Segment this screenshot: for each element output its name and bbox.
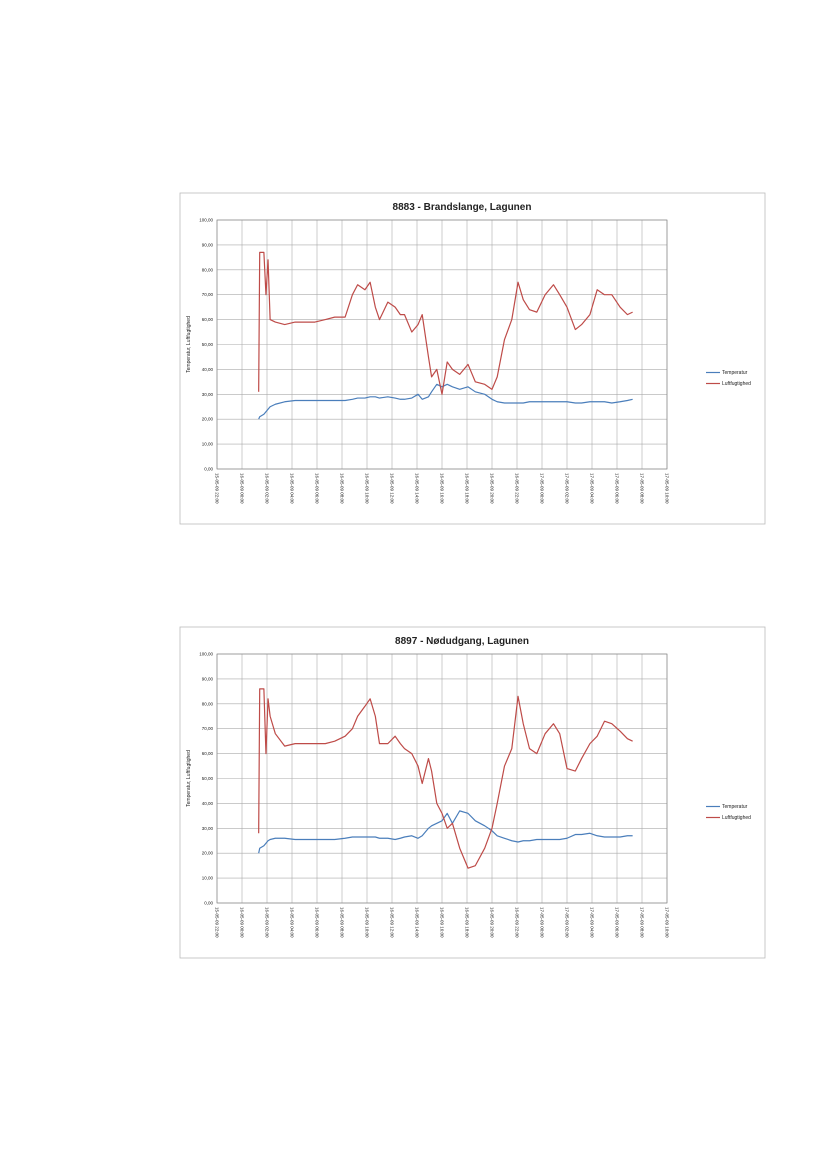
- x-tick-label: 17-05-09 06:00: [615, 907, 620, 938]
- data-line: [258, 688, 633, 869]
- plot-border: [216, 219, 668, 470]
- x-tick-label: 16-05-09 20:00: [490, 473, 495, 504]
- y-tick-label: 10,00: [202, 442, 214, 447]
- y-tick-label: 50,00: [202, 776, 214, 781]
- y-tick-label: 30,00: [202, 392, 214, 397]
- legend-label: Temperatur: [722, 370, 748, 376]
- x-tick-label: 16-05-09 04:00: [290, 907, 295, 938]
- y-tick-label: 30,00: [202, 826, 214, 831]
- x-tick-label: 16-05-09 10:00: [365, 473, 370, 504]
- plot-border: [216, 653, 668, 904]
- x-tick-label: 16-05-09 06:00: [315, 473, 320, 504]
- chart-title: 8897 - Nødudgang, Lagunen: [395, 636, 529, 647]
- x-tick-label: 17-05-09 00:00: [540, 907, 545, 938]
- x-tick-label: 17-05-09 08:00: [640, 907, 645, 938]
- x-tick-label: 16-05-09 10:00: [365, 907, 370, 938]
- x-tick-label: 17-05-09 10:00: [665, 907, 670, 938]
- y-tick-label: 40,00: [202, 367, 214, 372]
- x-tick-label: 16-05-09 18:00: [465, 473, 470, 504]
- y-tick-label: 100,00: [199, 218, 213, 223]
- x-tick-label: 16-05-09 12:00: [390, 473, 395, 504]
- y-tick-label: 0,00: [204, 901, 213, 906]
- x-tick-label: 15-05-09 22:00: [215, 473, 220, 504]
- legend-label: Luftfugtighed: [722, 815, 751, 821]
- x-tick-label: 16-05-09 16:00: [440, 473, 445, 504]
- y-axis-label: Temperatur, Luftfugtighed: [186, 750, 192, 807]
- x-tick-label: 16-05-09 22:00: [515, 907, 520, 938]
- y-tick-label: 50,00: [202, 342, 214, 347]
- y-tick-label: 90,00: [202, 676, 214, 681]
- x-tick-label: 16-05-09 06:00: [315, 907, 320, 938]
- y-tick-label: 100,00: [199, 652, 213, 657]
- x-tick-label: 17-05-09 02:00: [565, 907, 570, 938]
- x-tick-label: 16-05-09 04:00: [290, 473, 295, 504]
- x-tick-label: 16-05-09 18:00: [465, 907, 470, 938]
- x-tick-label: 16-05-09 20:00: [490, 907, 495, 938]
- legend-label: Luftfugtighed: [722, 381, 751, 387]
- y-tick-label: 0,00: [204, 467, 213, 472]
- y-tick-label: 10,00: [202, 876, 214, 881]
- data-line: [258, 383, 633, 420]
- x-tick-label: 16-05-09 08:00: [340, 907, 345, 938]
- x-tick-label: 17-05-09 02:00: [565, 473, 570, 504]
- y-tick-label: 20,00: [202, 851, 214, 856]
- y-tick-label: 80,00: [202, 701, 214, 706]
- y-tick-label: 20,00: [202, 417, 214, 422]
- chart-title: 8883 - Brandslange, Lagunen: [393, 202, 532, 213]
- x-tick-label: 17-05-09 00:00: [540, 473, 545, 504]
- x-tick-label: 17-05-09 04:00: [590, 907, 595, 938]
- y-tick-label: 60,00: [202, 751, 214, 756]
- x-tick-label: 17-05-09 08:00: [640, 473, 645, 504]
- y-tick-label: 70,00: [202, 292, 214, 297]
- x-tick-label: 17-05-09 04:00: [590, 473, 595, 504]
- y-tick-label: 90,00: [202, 242, 214, 247]
- x-tick-label: 16-05-09 00:00: [240, 473, 245, 504]
- data-line: [258, 251, 633, 395]
- y-tick-label: 60,00: [202, 317, 214, 322]
- x-tick-label: 15-05-09 22:00: [215, 907, 220, 938]
- x-tick-label: 16-05-09 02:00: [265, 473, 270, 504]
- y-axis-label: Temperatur, Luftfugtighed: [186, 316, 192, 373]
- y-tick-label: 70,00: [202, 726, 214, 731]
- data-line: [258, 810, 633, 854]
- x-tick-label: 17-05-09 10:00: [665, 473, 670, 504]
- x-tick-label: 16-05-09 08:00: [340, 473, 345, 504]
- x-tick-label: 16-05-09 14:00: [415, 907, 420, 938]
- x-tick-label: 17-05-09 06:00: [615, 473, 620, 504]
- x-tick-label: 16-05-09 14:00: [415, 473, 420, 504]
- x-tick-label: 16-05-09 00:00: [240, 907, 245, 938]
- x-tick-label: 16-05-09 22:00: [515, 473, 520, 504]
- y-tick-label: 80,00: [202, 267, 214, 272]
- x-tick-label: 16-05-09 02:00: [265, 907, 270, 938]
- legend-label: Temperatur: [722, 804, 748, 810]
- x-tick-label: 16-05-09 16:00: [440, 907, 445, 938]
- x-tick-label: 16-05-09 12:00: [390, 907, 395, 938]
- y-tick-label: 40,00: [202, 801, 214, 806]
